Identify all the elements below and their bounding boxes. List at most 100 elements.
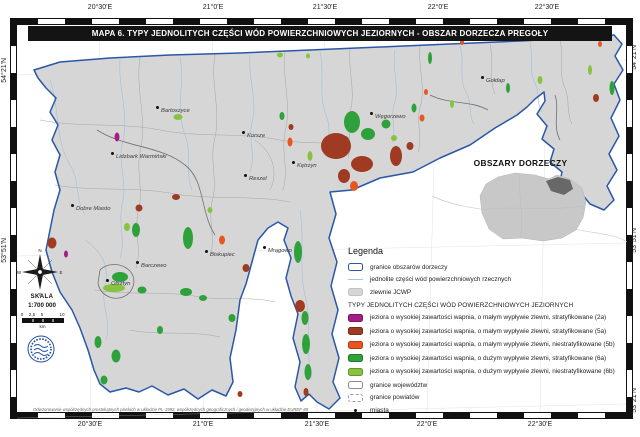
lake-6b — [124, 223, 130, 231]
legend-swatch — [348, 367, 363, 376]
frame-left — [10, 18, 17, 419]
compass-rose: N S E W — [17, 248, 63, 297]
lake-6a — [302, 334, 310, 354]
map-title: MAPA 6. TYPY JEDNOLITYCH CZĘŚCI WÓD POWI… — [28, 26, 612, 41]
scale-tick: 10 — [59, 312, 65, 317]
legend-swatch — [348, 288, 363, 297]
legend-item-label: jeziora o wysokiej zawartości wapnia, o … — [370, 368, 615, 376]
lake-2a — [64, 250, 68, 258]
legend-title: Legenda — [348, 246, 384, 256]
scale-ticks: 0 2,5 5 10 — [20, 312, 65, 318]
legend-swatch — [354, 408, 357, 412]
legend-type-items: jeziora o wysokiej zawartości wapnia, o … — [346, 311, 632, 379]
scale-block: SKALA 1:700 000 0 2,5 5 10 km — [19, 294, 65, 329]
lake-5a — [351, 156, 373, 172]
legend-item-label: jeziora o wysokiej zawartości wapnia, o … — [370, 354, 607, 362]
svg-text:E: E — [59, 270, 62, 275]
svg-text:N: N — [38, 248, 41, 253]
lake-5a — [303, 388, 309, 396]
legend-item-label: granice województw — [370, 381, 428, 389]
lake-6a — [361, 128, 375, 140]
longitude-label: 21°30'E — [304, 421, 330, 428]
lake-6a — [228, 314, 236, 322]
lake-5a — [242, 264, 250, 272]
legend-swatch — [348, 340, 363, 349]
basin-border — [33, 34, 624, 410]
lake-6a — [411, 103, 417, 113]
longitude-label: 22°0'E — [427, 4, 449, 11]
longitude-label: 21°0'E — [192, 421, 214, 428]
lake-6a — [304, 364, 312, 380]
lake-6b — [391, 135, 397, 141]
lake-5a — [390, 146, 402, 166]
lake-6a — [609, 81, 615, 95]
longitude-label: 22°30'E — [534, 4, 560, 11]
lake-6a — [279, 112, 285, 120]
svg-text:S: S — [38, 292, 41, 297]
lake-5a — [135, 204, 143, 212]
lake-5b — [350, 181, 358, 191]
legend-swatch — [348, 313, 363, 322]
legend-item-label: jeziora o wysokiej zawartości wapnia, o … — [370, 314, 607, 322]
lake-6b — [588, 65, 592, 75]
legend-item: granice województw — [346, 379, 632, 392]
legend-item-label: jednolite części wód powierzchniowych rz… — [370, 276, 512, 284]
scale-bar-strip — [22, 318, 64, 323]
legend-item-label: granice obszarów dorzeczy — [370, 263, 448, 271]
longitude-label: 22°30'E — [527, 421, 553, 428]
legend-item-label: zlewnie JCWP — [370, 288, 412, 296]
legend: Legenda granice obszarów dorzeczy jednol… — [346, 246, 632, 417]
scale-tick: 0 — [20, 312, 24, 317]
scale-bar: 0 2,5 5 10 km — [20, 312, 65, 329]
lake-6b — [450, 100, 454, 108]
legend-bottom-items: granice województw granice powiatów mias… — [346, 379, 632, 417]
lake-6b — [537, 76, 543, 84]
lake-6a — [157, 326, 163, 334]
legend-section-title: TYPY JEDNOLITYCH CZĘŚCI WÓD POWIERZCHNIO… — [348, 301, 574, 309]
lake-5a — [295, 300, 305, 312]
lake-5a — [338, 169, 350, 183]
lake-5b — [424, 89, 428, 95]
legend-swatch — [348, 327, 363, 336]
legend-item: jeziora o wysokiej zawartości wapnia, o … — [346, 365, 632, 379]
lake-6a — [301, 311, 309, 325]
lake-5b — [598, 41, 602, 47]
lake-6a — [100, 375, 108, 385]
legend-item: granice powiatów — [346, 391, 632, 404]
lake-5b — [287, 137, 293, 147]
lake-6a — [428, 52, 432, 64]
wody-polskie-logo — [27, 335, 55, 363]
scale-unit: km — [39, 324, 46, 329]
scale-ratio: 1:700 000 — [28, 302, 56, 309]
lake-6b — [207, 207, 213, 213]
legend-item: jednolite części wód powierzchniowych rz… — [346, 274, 632, 287]
legend-swatch — [348, 279, 363, 281]
legend-item-label: miasta — [370, 406, 389, 414]
legend-item: jeziora o wysokiej zawartości wapnia, o … — [346, 311, 632, 325]
lake-6a — [183, 227, 193, 249]
inset-title: OBSZARY DORZECZY — [473, 158, 568, 168]
scale-tick: 2,5 — [28, 312, 36, 317]
scale-tick: 5 — [40, 312, 44, 317]
svg-text:W: W — [17, 270, 22, 275]
lake-5a — [172, 194, 180, 200]
longitude-label: 21°0'E — [202, 4, 224, 11]
lake-6a — [294, 241, 302, 263]
voivodeship-borders — [96, 94, 561, 299]
lake-6b — [173, 114, 183, 120]
legend-swatch — [348, 354, 363, 363]
lake-6a — [112, 272, 128, 282]
legend-item-label: jeziora o wysokiej zawartości wapnia, o … — [370, 341, 615, 349]
lake-5a — [321, 133, 351, 159]
legend-item: jeziora o wysokiej zawartości wapnia, o … — [346, 324, 632, 338]
longitude-label: 20°30'E — [77, 421, 103, 428]
rivers-layer — [49, 42, 543, 379]
lake-5b — [219, 235, 225, 245]
legend-swatch — [348, 263, 363, 272]
lake-6a — [199, 295, 207, 301]
lake-6a — [180, 288, 192, 296]
lake-5a — [593, 94, 599, 102]
longitude-label: 22°0'E — [416, 421, 438, 428]
